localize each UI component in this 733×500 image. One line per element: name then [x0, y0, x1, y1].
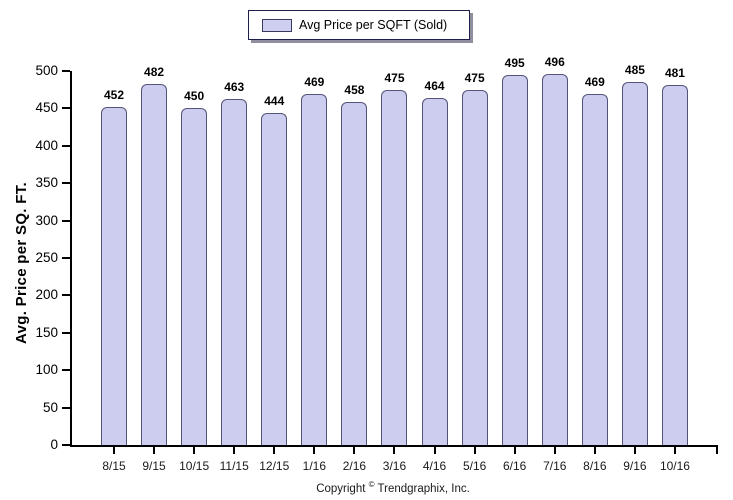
- legend-label: Avg Price per SQFT (Sold): [299, 18, 448, 32]
- chart-legend: Avg Price per SQFT (Sold): [248, 10, 470, 40]
- x-axis-tick: [633, 447, 636, 454]
- bar-9/15: [141, 84, 168, 445]
- x-axis-tick: [673, 447, 676, 454]
- bar-value-label: 495: [504, 55, 525, 70]
- bar-value-label: 475: [384, 70, 405, 85]
- copyright-symbol: ©: [368, 480, 375, 489]
- bar-10/15: [181, 108, 208, 445]
- bar-3/16: [381, 89, 408, 445]
- y-axis-tick: [62, 369, 70, 372]
- y-axis-tick: [62, 107, 70, 110]
- bar-value-label: 481: [664, 66, 685, 81]
- y-axis-tick: [62, 70, 70, 72]
- x-axis-tick: [353, 447, 356, 454]
- bar-value-label: 482: [144, 65, 165, 80]
- bar-value-label: 496: [544, 55, 565, 69]
- x-axis-tick-label: 9/16: [623, 459, 647, 473]
- bar-value-label: 475: [464, 70, 485, 85]
- plot-area: 0 50 100 150 200 250 300 350 400 450 500 452 8/15 482…: [35, 55, 718, 473]
- x-axis-tick-label: 4/16: [422, 459, 447, 473]
- x-axis-tick: [153, 447, 156, 454]
- bar-10/16: [661, 85, 688, 445]
- x-axis-tick: [233, 447, 236, 454]
- y-axis-tick-label: 350: [35, 175, 58, 191]
- y-axis-tick-label: 250: [35, 250, 58, 265]
- x-axis-tick: [313, 447, 316, 454]
- bar-value-label: 485: [624, 63, 645, 78]
- x-axis-tick: [193, 447, 196, 454]
- copyright-footer: Copyright © Trendgraphix, Inc.: [70, 480, 716, 495]
- bar-8/15: [101, 106, 127, 445]
- x-axis-tick: [273, 447, 276, 454]
- bar-value-label: 458: [344, 83, 365, 98]
- y-axis-tick: [62, 219, 70, 222]
- x-axis-tick: [593, 447, 596, 454]
- x-axis-tick-label: 9/15: [142, 459, 166, 473]
- x-axis-tick: [433, 447, 436, 454]
- y-axis-tick: [62, 257, 70, 259]
- bar-5/16: [461, 89, 488, 445]
- x-axis-tick: [513, 447, 516, 454]
- y-axis-tick-label: 100: [35, 362, 58, 378]
- bar-value-label: 450: [184, 89, 205, 104]
- bar-value-label: 464: [424, 78, 445, 93]
- copyright-suffix: Trendgraphix, Inc.: [377, 482, 470, 495]
- x-axis-tick-label: 8/16: [583, 459, 607, 473]
- bar-9/16: [621, 82, 648, 445]
- x-axis-tick-label: 5/16: [462, 459, 487, 473]
- x-axis-tick: [113, 447, 115, 454]
- x-axis-tick-label: 7/16: [543, 459, 567, 473]
- y-axis-tick-label: 450: [35, 100, 58, 116]
- x-axis-tick-label: 10/16: [659, 459, 690, 473]
- x-axis-tick-label: 12/15: [259, 459, 290, 473]
- x-axis-tick-label: 1/16: [302, 459, 327, 473]
- bar-1/16: [301, 94, 328, 445]
- y-axis-tick-label: 50: [42, 399, 58, 415]
- x-axis-end-tick: [716, 447, 718, 454]
- x-axis-tick-label: 3/16: [382, 459, 407, 473]
- bar-value-label: 444: [264, 93, 285, 108]
- y-axis-tick-label: 200: [35, 287, 58, 303]
- bar-2/16: [341, 102, 368, 445]
- y-axis-tick: [62, 144, 70, 147]
- x-axis-tick-label: 8/15: [102, 459, 126, 473]
- bar-11/15: [221, 98, 248, 445]
- y-axis-tick: [62, 331, 70, 334]
- x-axis-tick-label: 6/16: [503, 459, 527, 473]
- bar-7/16: [541, 74, 568, 445]
- y-axis-tick: [62, 182, 70, 185]
- y-axis-tick: [62, 294, 70, 297]
- x-axis-tick: [393, 447, 396, 454]
- bar-12/15: [261, 112, 288, 445]
- bar-value-label: 469: [304, 75, 325, 90]
- y-axis-tick-label: 150: [35, 324, 58, 340]
- y-axis-tick-label: 300: [35, 212, 58, 228]
- bar-6/16: [501, 74, 528, 445]
- bar-8/16: [581, 94, 608, 445]
- bar-value-label: 469: [584, 75, 605, 90]
- y-axis-tick: [62, 406, 70, 409]
- legend-swatch-icon: [262, 18, 292, 32]
- bar-value-label: 452: [103, 87, 125, 102]
- y-axis-tick: [62, 444, 70, 446]
- x-axis-tick: [473, 447, 476, 454]
- x-axis-tick: [553, 447, 556, 454]
- y-axis-tick-label: 400: [35, 137, 58, 153]
- bar-value-label: 463: [224, 79, 245, 94]
- y-axis-tick-label: 500: [35, 63, 58, 78]
- x-axis-tick-label: 11/15: [219, 459, 249, 473]
- copyright-prefix: Copyright: [316, 482, 366, 495]
- bar-4/16: [421, 97, 448, 445]
- x-axis-tick-label: 2/16: [342, 459, 367, 473]
- x-axis-tick-label: 10/15: [179, 459, 210, 473]
- y-axis-tick-label: 0: [50, 437, 58, 452]
